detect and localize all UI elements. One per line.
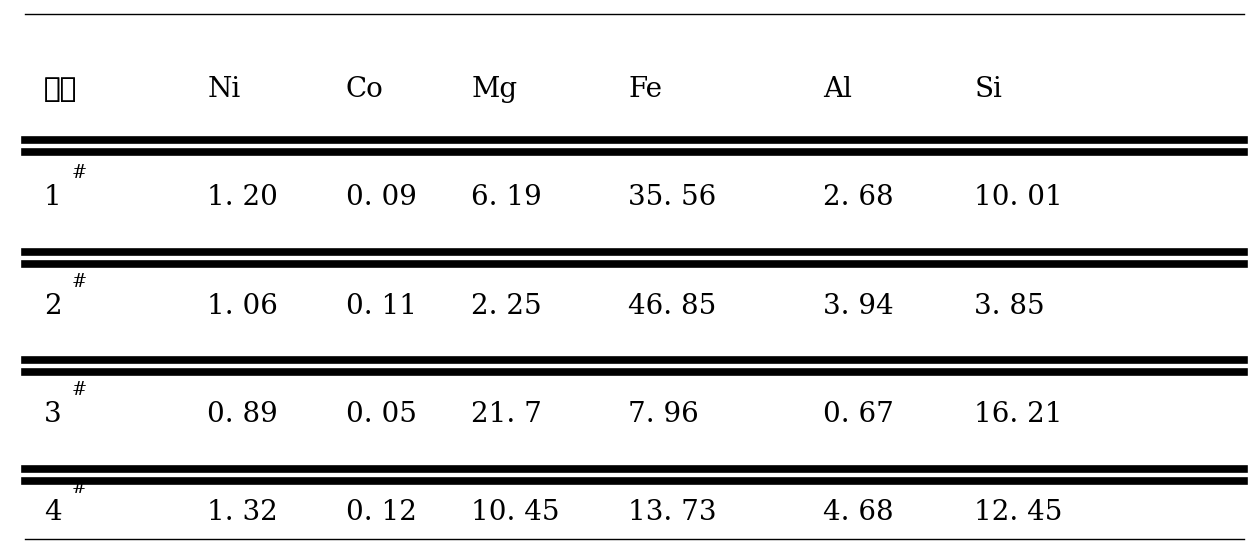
Text: Co: Co — [346, 76, 383, 103]
Text: 16. 21: 16. 21 — [974, 401, 1062, 428]
Text: 1. 06: 1. 06 — [207, 293, 278, 320]
Text: 0. 89: 0. 89 — [207, 401, 278, 428]
Text: 1. 32: 1. 32 — [207, 499, 278, 526]
Text: 3. 94: 3. 94 — [823, 293, 894, 320]
Text: 10. 01: 10. 01 — [974, 184, 1063, 211]
Text: 0. 67: 0. 67 — [823, 401, 894, 428]
Text: 6. 19: 6. 19 — [471, 184, 542, 211]
Text: 13. 73: 13. 73 — [628, 499, 716, 526]
Text: Fe: Fe — [628, 76, 662, 103]
Text: 2. 68: 2. 68 — [823, 184, 894, 211]
Text: 0. 05: 0. 05 — [346, 401, 416, 428]
Text: 35. 56: 35. 56 — [628, 184, 716, 211]
Text: Ni: Ni — [207, 76, 240, 103]
Text: 7. 96: 7. 96 — [628, 401, 699, 428]
Text: #: # — [72, 273, 87, 291]
Text: 矿样: 矿样 — [44, 75, 77, 104]
Text: 3. 85: 3. 85 — [974, 293, 1045, 320]
Text: Si: Si — [974, 76, 1002, 103]
Text: Al: Al — [823, 76, 852, 103]
Text: 矿样: 矿样 — [44, 76, 77, 103]
Text: 3: 3 — [44, 401, 62, 428]
Text: 46. 85: 46. 85 — [628, 293, 716, 320]
Text: 0. 11: 0. 11 — [346, 293, 416, 320]
Text: 4: 4 — [44, 499, 62, 526]
Text: 0. 09: 0. 09 — [346, 184, 416, 211]
Text: 21. 7: 21. 7 — [471, 401, 542, 428]
Text: 0. 12: 0. 12 — [346, 499, 416, 526]
Text: 1. 20: 1. 20 — [207, 184, 278, 211]
Text: 1: 1 — [44, 184, 62, 211]
Text: 2: 2 — [44, 293, 62, 320]
Text: #: # — [72, 381, 87, 399]
Text: Mg: Mg — [471, 76, 518, 103]
Text: 4. 68: 4. 68 — [823, 499, 894, 526]
Text: 12. 45: 12. 45 — [974, 499, 1062, 526]
Text: #: # — [72, 479, 87, 497]
Text: 10. 45: 10. 45 — [471, 499, 559, 526]
Text: 2. 25: 2. 25 — [471, 293, 542, 320]
Text: #: # — [72, 164, 87, 183]
